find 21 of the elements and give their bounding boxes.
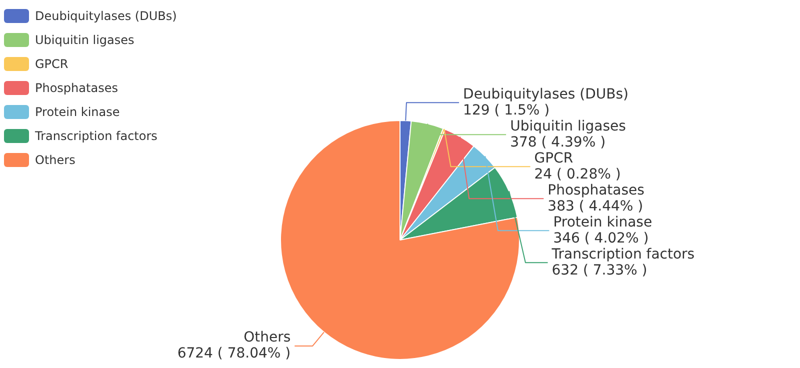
data-label: 346 ( 4.02% ) [553,230,649,246]
data-label: 632 ( 7.33% ) [552,262,648,278]
slice-label: Ubiquitin ligases [510,118,626,134]
legend-label: GPCR [35,57,68,71]
slice-label: Phosphatases [548,182,644,198]
slice-label: GPCR [534,150,574,166]
legend-label: Transcription factors [35,129,158,143]
slice-label: Deubiquitylases (DUBs) [463,86,628,102]
legend-label: Phosphatases [35,81,118,95]
data-label: 6724 ( 78.04% ) [177,346,291,362]
legend-label: Deubiquitylases (DUBs) [35,9,177,23]
legend-label: Others [35,153,76,167]
slice-label: Protein kinase [553,214,652,230]
data-label: 383 ( 4.44% ) [548,198,644,214]
legend-label: Protein kinase [35,105,120,119]
legend-label: Ubiquitin ligases [35,33,134,47]
data-label: 378 ( 4.39% ) [510,134,606,150]
data-label: 129 ( 1.5% ) [463,102,550,118]
slice-label: Transcription factors [550,246,695,262]
data-label: 24 ( 0.28% ) [534,166,621,182]
slice-label: Others [244,330,291,346]
